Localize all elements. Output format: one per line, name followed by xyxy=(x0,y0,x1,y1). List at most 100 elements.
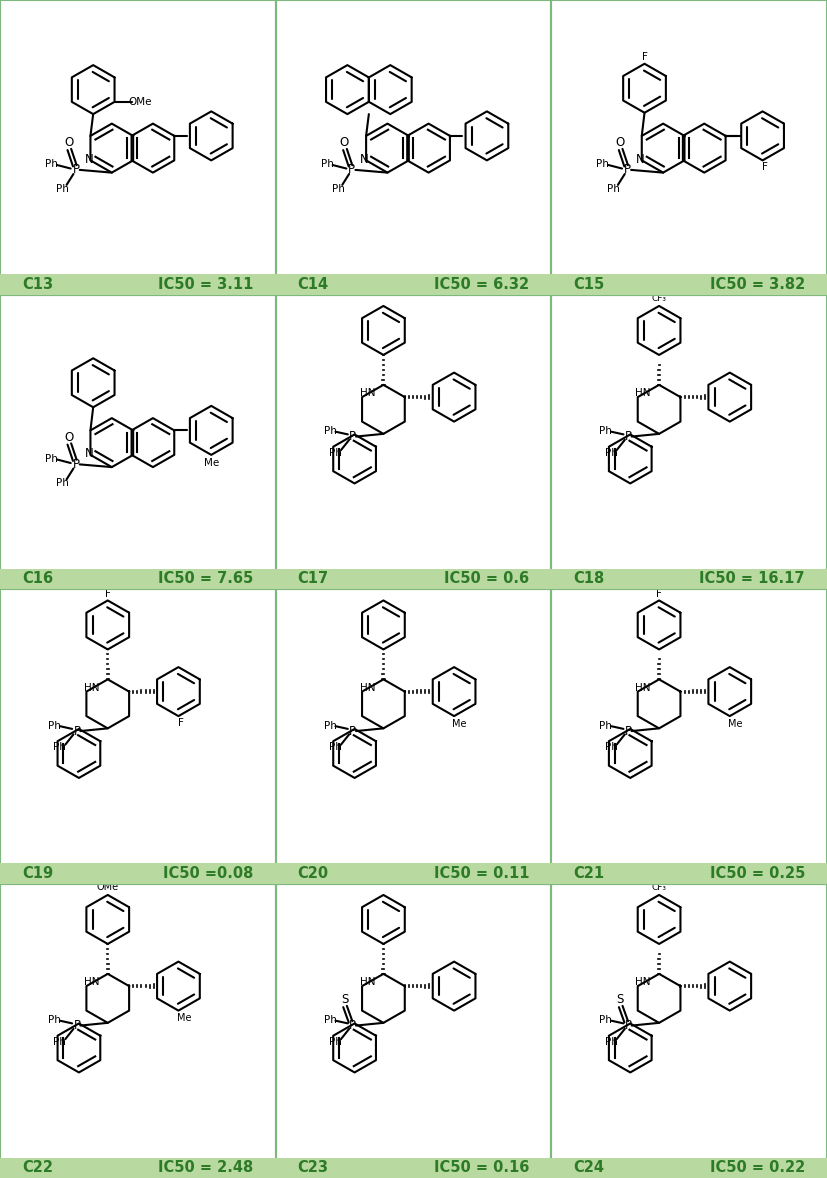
Bar xyxy=(0,863,275,884)
Text: Ph: Ph xyxy=(605,448,618,458)
Text: OMe: OMe xyxy=(97,882,119,892)
Text: N: N xyxy=(636,152,645,165)
Text: F: F xyxy=(105,589,111,598)
Text: OMe: OMe xyxy=(129,97,152,107)
Text: P: P xyxy=(348,164,356,177)
Text: CF₃: CF₃ xyxy=(652,882,667,892)
Text: C16: C16 xyxy=(22,571,53,587)
Bar xyxy=(275,274,552,294)
Text: P: P xyxy=(349,1019,356,1032)
Text: Ph: Ph xyxy=(332,184,345,194)
Text: S: S xyxy=(341,993,348,1006)
Text: Ph: Ph xyxy=(329,448,342,458)
Bar xyxy=(552,863,827,884)
Text: Me: Me xyxy=(728,719,743,729)
Text: IC50 = 7.65: IC50 = 7.65 xyxy=(158,571,254,587)
Text: N: N xyxy=(84,446,93,459)
Text: P: P xyxy=(349,430,356,443)
Bar xyxy=(552,294,827,589)
Text: IC50 = 0.25: IC50 = 0.25 xyxy=(710,866,805,881)
Text: Ph: Ph xyxy=(600,1015,612,1025)
Text: Me: Me xyxy=(203,458,219,468)
Bar xyxy=(275,1158,552,1178)
Text: Me: Me xyxy=(177,1013,191,1024)
Text: O: O xyxy=(340,137,349,150)
Text: Ph: Ph xyxy=(45,159,58,170)
Bar xyxy=(0,294,275,589)
Text: F: F xyxy=(762,163,768,172)
Text: Ph: Ph xyxy=(607,184,620,194)
Text: Ph: Ph xyxy=(323,1015,337,1025)
Bar xyxy=(275,569,552,589)
Text: Ph: Ph xyxy=(329,1037,342,1047)
Text: C18: C18 xyxy=(573,571,605,587)
Text: C24: C24 xyxy=(573,1160,605,1176)
Bar xyxy=(552,0,827,294)
Text: Ph: Ph xyxy=(48,721,60,730)
Text: Ph: Ph xyxy=(56,184,69,194)
Text: P: P xyxy=(349,724,356,737)
Bar xyxy=(275,0,552,294)
Text: IC50 = 0.6: IC50 = 0.6 xyxy=(444,571,529,587)
Text: Ph: Ph xyxy=(329,742,342,753)
Text: HN: HN xyxy=(635,388,651,398)
Bar xyxy=(0,589,275,884)
Text: F: F xyxy=(642,52,648,62)
Bar xyxy=(275,294,552,589)
Text: C20: C20 xyxy=(298,866,329,881)
Text: N: N xyxy=(361,152,369,165)
Text: N: N xyxy=(84,152,93,165)
Text: HN: HN xyxy=(360,388,375,398)
Text: IC50 = 6.32: IC50 = 6.32 xyxy=(434,277,529,292)
Bar xyxy=(0,274,275,294)
Text: O: O xyxy=(65,431,74,444)
Bar xyxy=(0,1158,275,1178)
Text: HN: HN xyxy=(635,977,651,987)
Text: C17: C17 xyxy=(298,571,329,587)
Bar xyxy=(552,274,827,294)
Text: HN: HN xyxy=(84,977,99,987)
Text: C19: C19 xyxy=(22,866,53,881)
Text: IC50 = 0.16: IC50 = 0.16 xyxy=(434,1160,529,1176)
Bar xyxy=(275,884,552,1178)
Bar xyxy=(275,863,552,884)
Text: O: O xyxy=(615,137,624,150)
Text: CF₃: CF₃ xyxy=(652,293,667,303)
Text: Ph: Ph xyxy=(323,426,337,436)
Text: IC50 = 0.11: IC50 = 0.11 xyxy=(434,866,529,881)
Text: F: F xyxy=(179,717,184,728)
Text: IC50 = 0.22: IC50 = 0.22 xyxy=(710,1160,805,1176)
Text: IC50 = 3.82: IC50 = 3.82 xyxy=(710,277,805,292)
Text: C23: C23 xyxy=(298,1160,328,1176)
Text: Me: Me xyxy=(452,719,466,729)
Bar xyxy=(552,884,827,1178)
Text: IC50 =0.08: IC50 =0.08 xyxy=(163,866,254,881)
Text: O: O xyxy=(65,137,74,150)
Text: HN: HN xyxy=(360,682,375,693)
Bar xyxy=(275,589,552,884)
Bar xyxy=(552,569,827,589)
Text: P: P xyxy=(73,164,79,177)
Text: P: P xyxy=(74,724,80,737)
Bar xyxy=(0,569,275,589)
Bar xyxy=(552,1158,827,1178)
Text: C13: C13 xyxy=(22,277,53,292)
Text: P: P xyxy=(624,164,631,177)
Text: IC50 = 16.17: IC50 = 16.17 xyxy=(700,571,805,587)
Text: P: P xyxy=(74,1019,80,1032)
Text: Ph: Ph xyxy=(596,159,609,170)
Text: Ph: Ph xyxy=(45,454,58,464)
Text: P: P xyxy=(625,724,632,737)
Text: C22: C22 xyxy=(22,1160,53,1176)
Text: Ph: Ph xyxy=(54,742,66,753)
Text: Ph: Ph xyxy=(600,721,612,730)
Text: IC50 = 3.11: IC50 = 3.11 xyxy=(158,277,254,292)
Text: Ph: Ph xyxy=(321,159,333,170)
Text: F: F xyxy=(656,589,662,598)
Text: HN: HN xyxy=(84,682,99,693)
Bar xyxy=(552,589,827,884)
Text: C21: C21 xyxy=(573,866,605,881)
Text: C15: C15 xyxy=(573,277,605,292)
Bar xyxy=(0,884,275,1178)
Text: HN: HN xyxy=(360,977,375,987)
